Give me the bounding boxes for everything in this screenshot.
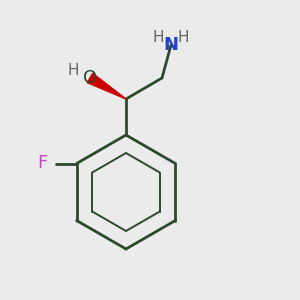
Text: F: F bbox=[37, 154, 47, 172]
Text: N: N bbox=[164, 36, 178, 54]
Text: H: H bbox=[178, 30, 189, 45]
Polygon shape bbox=[87, 73, 126, 99]
Text: H: H bbox=[153, 30, 164, 45]
Text: O: O bbox=[83, 69, 97, 87]
Text: H: H bbox=[68, 63, 79, 78]
